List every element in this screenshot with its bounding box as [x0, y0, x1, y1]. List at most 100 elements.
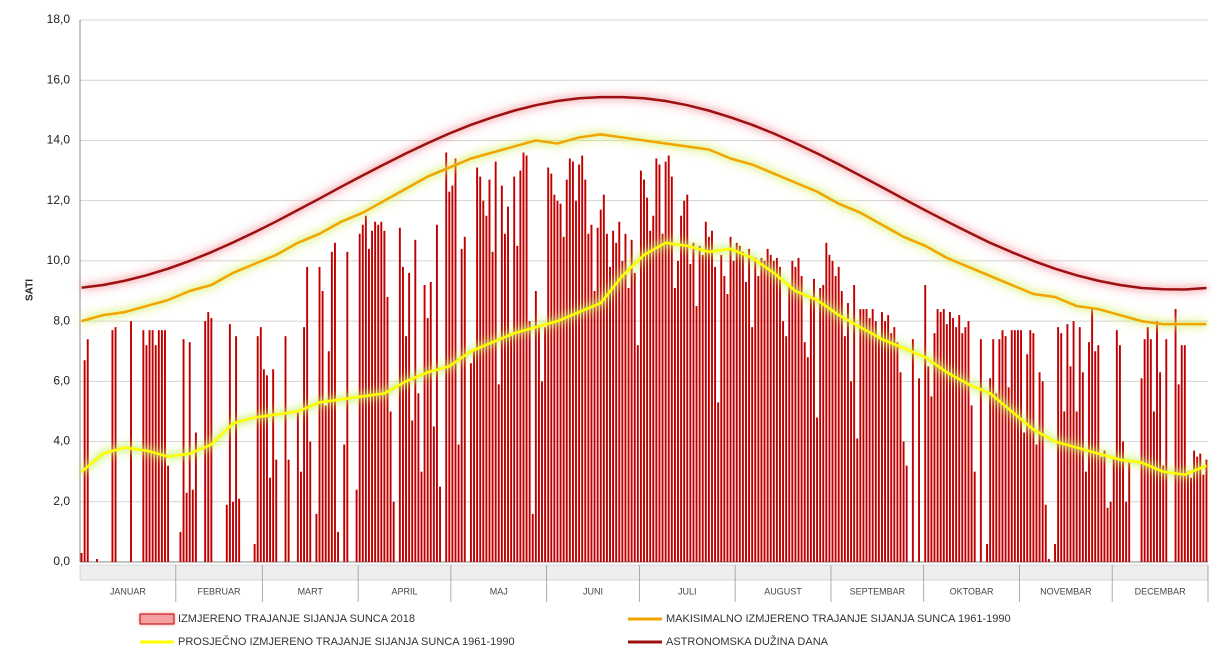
bar	[967, 321, 970, 562]
bar	[479, 176, 482, 563]
bar	[686, 194, 689, 562]
bar	[948, 312, 951, 562]
bar	[204, 321, 207, 562]
bar	[448, 191, 451, 562]
bar	[890, 333, 893, 562]
bar	[111, 330, 114, 562]
bar	[1069, 366, 1072, 562]
bar	[735, 242, 738, 563]
legend-label: IZMJERENO TRAJANJE SIJANJA SUNCA 2018	[178, 613, 415, 625]
bar	[1081, 372, 1084, 562]
y-tick-label: 6,0	[53, 374, 70, 388]
bar	[1174, 309, 1177, 562]
bar	[843, 336, 846, 562]
bar	[831, 260, 834, 562]
bar	[800, 275, 803, 562]
bar	[1199, 453, 1202, 562]
bar	[432, 426, 435, 562]
bar	[939, 312, 942, 562]
bar	[476, 167, 479, 563]
bar	[482, 200, 485, 562]
bar	[757, 275, 760, 562]
bar	[1060, 333, 1063, 562]
bar	[850, 381, 853, 562]
bar	[516, 245, 519, 563]
bar	[164, 330, 166, 562]
bar	[238, 498, 241, 562]
bar	[822, 284, 825, 562]
bar	[324, 405, 327, 562]
bar	[568, 158, 571, 562]
bar	[797, 257, 800, 562]
bar	[819, 287, 822, 562]
bar	[723, 275, 726, 562]
bar	[785, 336, 788, 562]
bar	[1020, 330, 1022, 562]
bar	[816, 417, 819, 562]
month-label: DECEMBAR	[1135, 586, 1187, 596]
month-label: OKTOBAR	[950, 586, 994, 596]
bar	[225, 504, 228, 562]
bar	[414, 239, 417, 563]
bar	[720, 254, 723, 562]
bar	[86, 339, 89, 562]
bar	[454, 158, 457, 562]
bar	[779, 266, 781, 562]
bar	[256, 336, 259, 562]
bar	[1010, 330, 1013, 562]
month-label: NOVEMBAR	[1040, 586, 1092, 596]
bar	[194, 432, 197, 562]
bar	[457, 444, 460, 562]
bar	[1112, 456, 1115, 562]
bar	[751, 327, 754, 562]
bar	[318, 266, 321, 562]
bar	[1066, 324, 1069, 562]
bar	[602, 194, 605, 562]
bar	[615, 242, 618, 563]
bar	[1122, 441, 1124, 562]
bar	[327, 351, 330, 562]
bar	[485, 215, 488, 562]
bar	[1029, 330, 1032, 562]
bar	[578, 164, 581, 563]
bar	[754, 257, 757, 562]
bar	[145, 345, 148, 562]
bar	[933, 333, 936, 562]
y-tick-label: 16,0	[47, 72, 71, 86]
bar	[893, 327, 896, 562]
bar	[1041, 381, 1044, 562]
bar	[853, 284, 856, 562]
bar	[871, 309, 874, 562]
legend-label: MAKISIMALNO IZMJERENO TRAJANJE SIJANJA S…	[666, 613, 1011, 625]
bar	[695, 306, 698, 562]
bar	[451, 185, 454, 562]
bar	[1044, 504, 1047, 562]
bar	[488, 179, 491, 563]
bar	[1205, 459, 1208, 562]
bar	[955, 327, 958, 562]
bar	[1143, 339, 1146, 562]
bar	[639, 170, 642, 563]
bar	[877, 339, 880, 562]
bar	[1115, 330, 1118, 562]
bar	[160, 330, 163, 562]
bar	[772, 260, 775, 562]
bar	[859, 309, 862, 562]
month-label: JANUAR	[110, 586, 147, 596]
bar	[157, 330, 160, 562]
bar	[191, 489, 194, 562]
bar	[507, 206, 509, 562]
bar	[1152, 411, 1155, 562]
bar	[420, 471, 423, 562]
bar	[562, 236, 565, 563]
bar	[1190, 477, 1192, 562]
bar	[389, 411, 392, 562]
bar	[952, 318, 954, 562]
bar	[1149, 339, 1152, 562]
bar	[445, 152, 448, 562]
bar	[862, 309, 865, 562]
bar	[411, 420, 414, 562]
bar	[748, 248, 751, 562]
bar	[745, 281, 747, 562]
bar	[1054, 543, 1056, 562]
